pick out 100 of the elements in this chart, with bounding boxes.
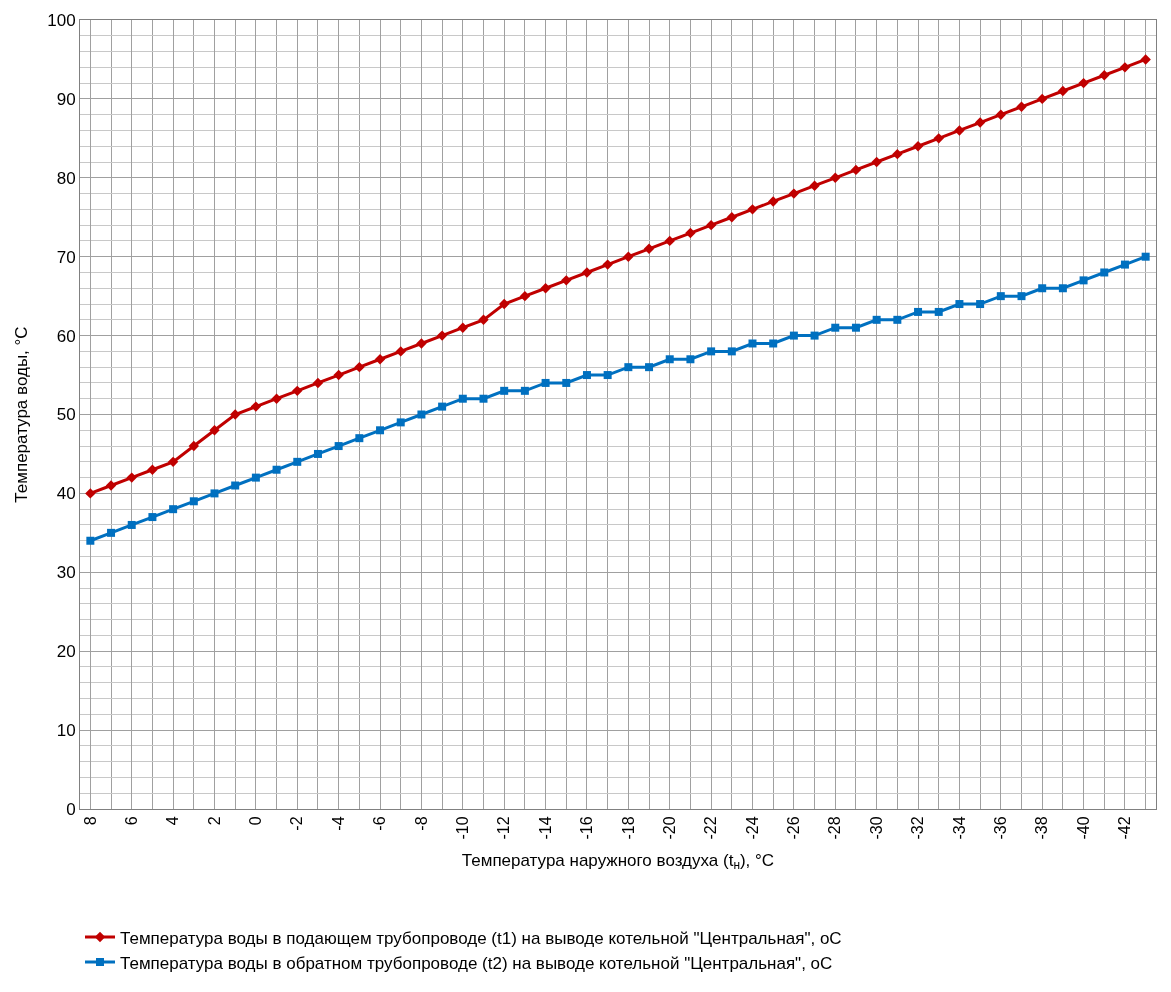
x-tick-label: -42 — [1116, 816, 1134, 840]
x-tick-label: 6 — [122, 816, 140, 826]
point — [1058, 284, 1067, 293]
point — [292, 385, 303, 397]
y-tick-label: 50 — [56, 405, 76, 425]
point — [831, 323, 840, 332]
point — [107, 528, 116, 537]
x-tick-label: -4 — [329, 816, 347, 831]
point — [498, 298, 510, 310]
point — [167, 456, 179, 468]
point — [748, 339, 757, 348]
point — [769, 339, 778, 348]
point — [705, 219, 717, 231]
point — [313, 449, 322, 458]
point — [1141, 252, 1150, 261]
point — [479, 394, 488, 403]
point — [686, 355, 695, 364]
point — [933, 133, 944, 144]
x-tick-label: -8 — [412, 816, 430, 831]
x-tick-label: 0 — [247, 816, 265, 826]
point — [789, 331, 798, 340]
point — [500, 386, 509, 395]
point — [1017, 292, 1026, 301]
point — [333, 369, 344, 381]
x-tick-label: -32 — [909, 816, 927, 840]
point — [251, 473, 260, 482]
point — [912, 141, 924, 152]
point — [914, 307, 923, 316]
point — [707, 347, 716, 356]
point — [169, 505, 178, 514]
point — [1038, 284, 1047, 293]
x-tick-label: -10 — [454, 816, 472, 840]
point — [830, 172, 841, 183]
x-tick-label: -24 — [743, 816, 761, 840]
point — [210, 489, 219, 498]
y-tick-label: 40 — [56, 484, 76, 504]
point — [395, 346, 406, 357]
point — [1057, 85, 1069, 97]
point — [147, 464, 158, 475]
point — [376, 426, 385, 435]
x-tick-label: -18 — [619, 816, 637, 840]
point — [86, 536, 95, 545]
x-tick-label: -34 — [950, 816, 968, 840]
point — [293, 457, 302, 466]
point — [561, 275, 572, 286]
x-tick-label: -36 — [992, 816, 1010, 840]
y-tick-label: 20 — [56, 642, 76, 662]
point — [127, 520, 136, 529]
point — [645, 363, 654, 372]
point — [623, 251, 634, 262]
point — [809, 180, 820, 191]
x-tick-label: -6 — [371, 816, 389, 831]
y-tick-label: 70 — [56, 247, 76, 267]
point — [850, 164, 862, 176]
x-tick-label: -38 — [1033, 816, 1051, 840]
y-tick-label: 90 — [56, 89, 76, 109]
point — [312, 377, 324, 389]
point — [995, 109, 1007, 120]
point — [624, 363, 633, 372]
y-axis-title: Температура воды, °C — [11, 326, 31, 503]
point — [458, 394, 467, 403]
point — [271, 393, 282, 404]
point — [996, 292, 1005, 301]
point — [250, 401, 262, 412]
x-tick-label: -12 — [495, 816, 513, 840]
point — [665, 355, 674, 364]
point — [582, 371, 591, 380]
point — [726, 212, 738, 223]
x-tick-label: -26 — [785, 816, 803, 840]
x-tick-label: 2 — [205, 816, 223, 826]
point — [871, 156, 882, 168]
point — [188, 440, 200, 452]
point — [602, 259, 613, 270]
point — [747, 204, 758, 215]
point — [231, 481, 240, 490]
point — [541, 378, 550, 387]
point — [438, 402, 447, 411]
legend-label: Температура воды в подающем трубопроводе (t1) на выводе котельной "Центральная", oC — [120, 928, 842, 948]
point — [664, 235, 675, 247]
point — [520, 386, 529, 395]
point — [478, 314, 489, 326]
legend-label: Температура воды в обратном трубопроводе (t2) на выводе котельной "Центральная", oC — [120, 953, 833, 973]
point — [436, 330, 448, 341]
x-tick-label: -14 — [536, 816, 554, 840]
point — [1079, 276, 1088, 285]
point — [1140, 54, 1151, 65]
point — [457, 322, 469, 333]
x-tick-label: -28 — [826, 816, 844, 840]
y-tick-label: 10 — [56, 721, 76, 741]
point — [976, 300, 985, 309]
point — [354, 361, 365, 373]
point — [355, 434, 364, 443]
x-tick-label: -22 — [702, 816, 720, 840]
y-tick-label: 30 — [56, 563, 76, 583]
point — [416, 338, 427, 349]
y-tick-label: 100 — [47, 10, 76, 30]
point — [417, 410, 426, 419]
point — [934, 307, 943, 316]
x-tick-label: 8 — [81, 816, 99, 826]
x-tick-label: -40 — [1074, 816, 1092, 840]
